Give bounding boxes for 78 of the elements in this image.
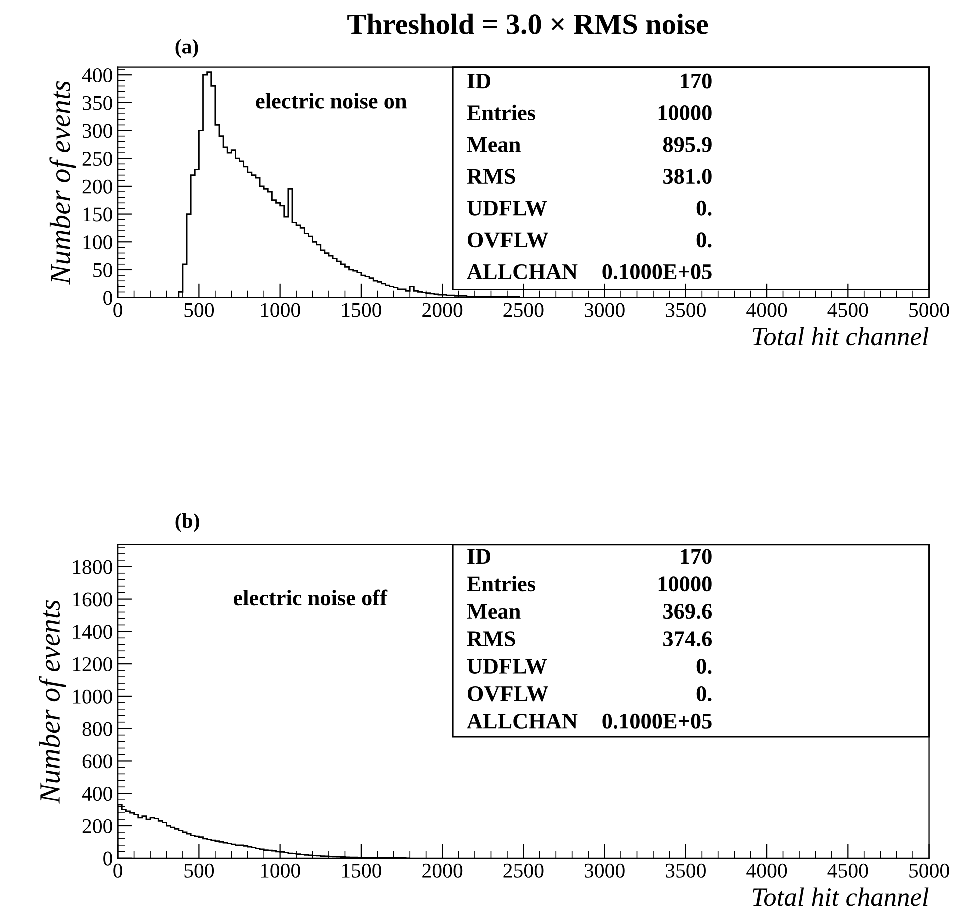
annotation: 10000 xyxy=(658,106,712,121)
x-tick-label: 1000 xyxy=(261,864,300,878)
text: (b) xyxy=(176,513,200,532)
x-tick-label: 4500 xyxy=(828,303,868,318)
y-tick-label: 1200 xyxy=(73,657,112,672)
x-tick-label: 0 xyxy=(114,303,122,318)
x-tick-label: 1500 xyxy=(342,864,382,878)
y-tick-label: 300 xyxy=(82,124,112,138)
x-axis-title: Total hit channel xyxy=(753,888,929,906)
x-tick-label: 1500 xyxy=(342,303,382,318)
y-tick-label: 0 xyxy=(104,852,112,866)
annotation: 369.6 xyxy=(664,604,712,620)
x-tick-label: 2000 xyxy=(422,303,463,318)
annotation: 0. xyxy=(696,200,712,216)
annotation: RMS xyxy=(467,169,516,184)
annotation: ID xyxy=(468,74,491,89)
x-tick-label: 4500 xyxy=(828,864,868,878)
y-tick-label: 1600 xyxy=(73,592,112,607)
y-tick-label: 150 xyxy=(84,208,112,222)
x-tick-label: 4000 xyxy=(746,864,788,878)
x-tick-label: 4000 xyxy=(746,303,788,318)
annotation: OVFLW xyxy=(468,232,548,248)
annotation: 170 xyxy=(681,74,712,89)
annotation: 381.0 xyxy=(664,169,712,184)
chart-title: Threshold = 3.0 × RMS noise xyxy=(348,14,708,34)
annotation: 0.1000E+05 xyxy=(602,714,712,729)
annotation: 374.6 xyxy=(664,632,712,647)
x-tick-label: 1000 xyxy=(261,303,300,318)
y-tick-label: 100 xyxy=(84,236,112,250)
x-tick-label: 2000 xyxy=(422,864,463,878)
x-tick-label: 3000 xyxy=(584,864,625,878)
annotation: Entries xyxy=(467,104,536,121)
annotation: ALLCHAN xyxy=(467,714,578,729)
annotation: 0. xyxy=(696,659,712,674)
x-tick-label: 3000 xyxy=(584,303,625,318)
x-axis-title: Total hit channel xyxy=(753,327,929,346)
y-tick-label: 250 xyxy=(82,152,112,166)
annotation: 0. xyxy=(696,232,712,248)
y-tick-label: 400 xyxy=(82,786,112,802)
y-tick-label: 1400 xyxy=(73,625,112,640)
y-tick-label: 600 xyxy=(82,754,112,769)
annotation: ID xyxy=(468,549,491,564)
x-tick-label: 500 xyxy=(184,864,214,878)
x-tick-label: 5000 xyxy=(910,303,950,318)
annotation: Mean xyxy=(467,138,521,152)
y-tick-label: 350 xyxy=(82,96,112,110)
annotation: electric noise on xyxy=(256,93,407,109)
annotation: Entries xyxy=(467,576,536,592)
x-tick-label: 2500 xyxy=(504,864,544,878)
x-tick-label: 5000 xyxy=(910,864,950,878)
y-tick-label: 200 xyxy=(82,819,112,834)
y-tick-label: 50 xyxy=(94,263,112,278)
annotation: 895.9 xyxy=(663,137,712,152)
annotation: 0.1000E+05 xyxy=(602,264,712,280)
y-axis-title: Number of events xyxy=(39,600,66,804)
x-tick-label: 2500 xyxy=(504,303,544,318)
y-tick-label: 0 xyxy=(104,291,112,306)
annotation: Mean xyxy=(467,604,521,620)
x-tick-label: 3500 xyxy=(666,303,706,318)
annotation: RMS xyxy=(467,632,516,647)
annotation: 0. xyxy=(696,686,712,702)
y-tick-label: 200 xyxy=(82,180,112,194)
annotation: UDFLW xyxy=(467,201,548,216)
annotation: UDFLW xyxy=(467,659,548,674)
annotation: 10000 xyxy=(658,576,712,592)
y-axis-title: Number of events xyxy=(50,81,76,285)
x-tick-label: 500 xyxy=(184,303,214,318)
text: (a) xyxy=(176,39,198,58)
y-tick-label: 1000 xyxy=(73,690,112,704)
annotation: ALLCHAN xyxy=(467,264,578,280)
y-tick-label: 800 xyxy=(82,722,112,736)
y-tick-label: 1800 xyxy=(73,560,112,574)
annotation: electric noise off xyxy=(234,590,388,606)
annotation: 170 xyxy=(681,549,712,564)
x-tick-label: 0 xyxy=(114,864,122,878)
y-tick-label: 400 xyxy=(82,68,112,83)
annotation: OVFLW xyxy=(468,686,548,702)
x-tick-label: 3500 xyxy=(666,864,706,878)
